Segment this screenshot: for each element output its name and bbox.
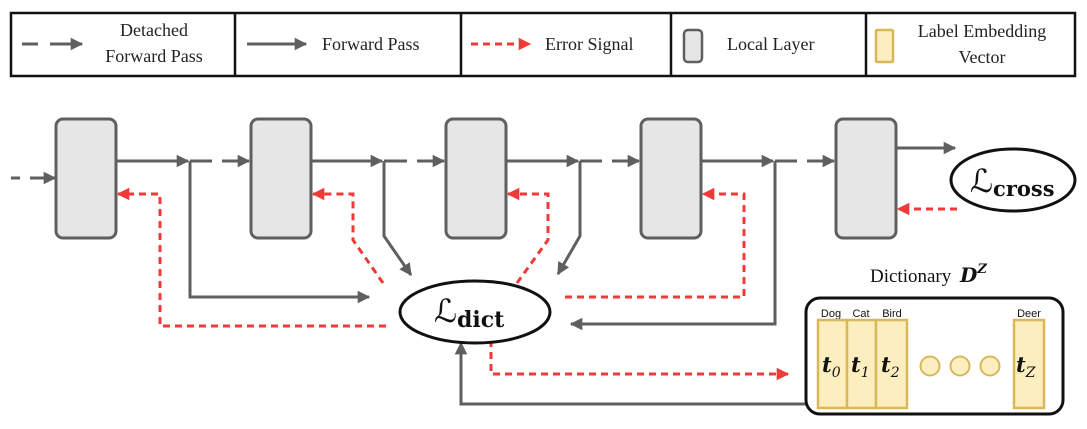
svg-text:t0: t0 [822,352,841,381]
svg-text:Deer: Deer [1017,308,1041,320]
svg-text:t2: t2 [881,352,900,381]
dictionary-title: Dictionary DZ [870,262,987,287]
legend-error-label: Error Signal [545,34,633,54]
legend-local-label: Local Layer [727,34,814,54]
dict-loss-subscript: dict [457,307,505,333]
svg-text:t1: t1 [851,352,870,381]
dict-loss-node: ℒdict [398,279,552,345]
gray-forward-arrows [11,141,957,406]
red-error-arrows [116,187,957,381]
svg-text:ℒdict: ℒdict [434,292,505,333]
embedding-vector-cat: Cat t1 [845,308,878,410]
dict-loss-symbol: ℒ [434,292,457,330]
local-layers [54,117,898,240]
embedding-vector-bird: Bird t2 [874,308,909,410]
legend-embedding-line2: Vector [959,47,1006,67]
legend-detached-forward: Detached Forward Pass [22,20,203,66]
svg-text:Dog: Dog [821,308,841,320]
dictionary: Dictionary DZ Dog t0 Cat t1 Bird t2 [804,262,1065,416]
legend-detached-line2: Forward Pass [105,46,203,66]
cross-loss-node: ℒcross [949,147,1077,213]
dictionary-symbol: D [959,263,978,287]
local-layer-2 [249,117,313,240]
cross-loss-symbol: ℒ [970,162,993,200]
local-layer-5 [834,117,898,240]
legend-error: Error Signal [471,34,633,54]
svg-text:ℒcross: ℒcross [970,162,1055,201]
embedding-vector-dog: Dog t0 [816,308,849,410]
local-layer-3 [444,117,508,240]
legend-detached-line1: Detached [120,20,188,40]
dictionary-superscript: Z [976,262,987,277]
legend: Detached Forward Pass Forward Pass Error… [9,11,1077,78]
svg-text:tZ: tZ [1016,352,1036,381]
legend-local-layer: Local Layer [682,28,814,64]
cross-loss-subscript: cross [993,176,1055,201]
embedding-vector-deer: Deer tZ [1012,308,1046,410]
local-layer-1 [54,117,118,240]
svg-text:Cat: Cat [852,308,869,320]
legend-embedding-line1: Label Embedding [918,21,1046,41]
ellipsis-circles [919,355,1001,377]
legend-forward-label: Forward Pass [322,34,420,54]
svg-text:Bird: Bird [882,308,902,320]
legend-label-embedding: Label Embedding Vector [874,21,1046,67]
legend-forward: Forward Pass [247,34,420,54]
local-layer-4 [639,117,703,240]
